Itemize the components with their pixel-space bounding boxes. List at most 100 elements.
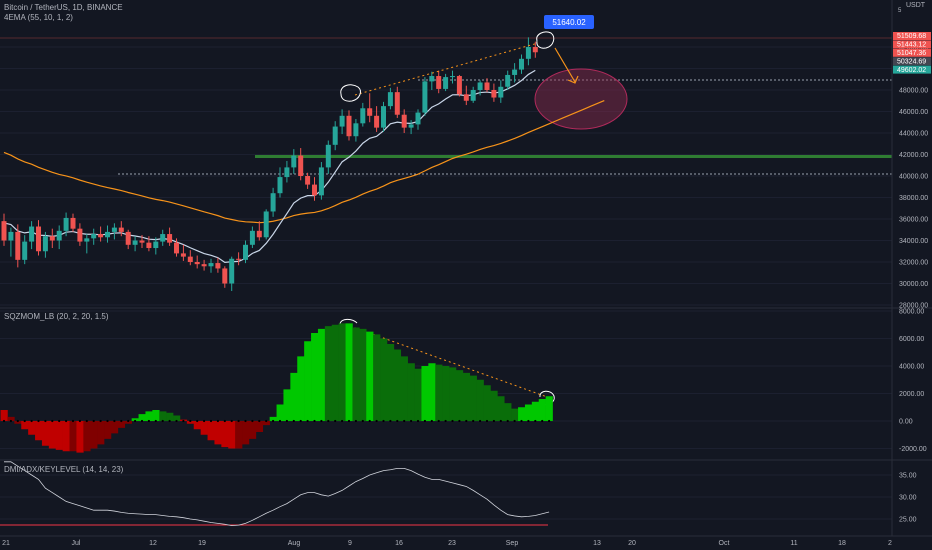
swing-high-circle-2[interactable]	[536, 31, 555, 49]
momentum-indicator-label[interactable]: SQZMOM_LB (20, 2, 20, 1.5)	[4, 312, 109, 321]
squeeze-dot	[161, 419, 164, 423]
candle-body[interactable]	[146, 242, 152, 249]
candle-body[interactable]	[139, 240, 145, 243]
price-callout[interactable]: 51640.02	[544, 15, 594, 29]
candle-body[interactable]	[291, 155, 297, 168]
candle-body[interactable]	[63, 217, 69, 231]
candle-body[interactable]	[8, 231, 14, 241]
candle-body[interactable]	[360, 108, 366, 124]
candle-body[interactable]	[118, 227, 124, 232]
price-trendline[interactable]	[354, 42, 539, 96]
candle-body[interactable]	[298, 155, 304, 176]
candle-body[interactable]	[15, 231, 21, 260]
candle-body[interactable]	[422, 81, 428, 113]
candle-body[interactable]	[42, 236, 48, 252]
squeeze-dot	[299, 419, 302, 423]
candle-body[interactable]	[367, 108, 373, 116]
candle-body[interactable]	[84, 238, 90, 242]
candle-body[interactable]	[339, 115, 345, 127]
candle-body[interactable]	[49, 236, 55, 241]
ema-indicator-label[interactable]: 4EMA (55, 10, 1, 2)	[4, 13, 73, 22]
candle-body[interactable]	[381, 106, 386, 128]
candle-body[interactable]	[325, 144, 331, 168]
candle-body[interactable]	[429, 76, 435, 82]
candle-body[interactable]	[132, 240, 138, 245]
candle-body[interactable]	[263, 211, 269, 238]
candle-body[interactable]	[208, 263, 214, 267]
candle-body[interactable]	[408, 124, 414, 128]
candle-body[interactable]	[519, 58, 524, 70]
candle-body[interactable]	[222, 268, 228, 284]
support-zone-band[interactable]	[255, 155, 892, 158]
candle-body[interactable]	[56, 230, 62, 241]
candle-body[interactable]	[525, 47, 531, 59]
down-arrow-shaft[interactable]	[554, 47, 576, 83]
symbol-title[interactable]: Bitcoin / TetherUS, 1D, BINANCE	[4, 3, 123, 12]
candle-body[interactable]	[194, 262, 200, 265]
candle-body[interactable]	[270, 193, 276, 212]
candle-body[interactable]	[374, 115, 380, 128]
candle-body[interactable]	[111, 227, 117, 232]
candle-body[interactable]	[284, 167, 290, 178]
candle-body[interactable]	[318, 167, 324, 196]
candle-body[interactable]	[174, 242, 179, 254]
currency-label[interactable]: USDT	[906, 2, 926, 9]
candle-body[interactable]	[436, 76, 442, 89]
candle-body[interactable]	[153, 241, 159, 249]
candle-body[interactable]	[477, 82, 483, 90]
candle-body[interactable]	[443, 77, 449, 89]
candle-body[interactable]	[346, 115, 352, 137]
candle-body[interactable]	[353, 123, 359, 137]
candle-body[interactable]	[125, 231, 131, 245]
candle-body[interactable]	[22, 241, 28, 260]
candle-body[interactable]	[305, 176, 311, 185]
swing-high-circle-1[interactable]	[340, 84, 361, 102]
candle-body[interactable]	[415, 112, 421, 125]
candle-body[interactable]	[77, 228, 83, 242]
candle-body[interactable]	[491, 90, 497, 98]
candle-body[interactable]	[229, 258, 235, 284]
candle-body[interactable]	[401, 114, 407, 128]
candle-body[interactable]	[215, 263, 221, 269]
candle-body[interactable]	[160, 234, 166, 242]
candle-body[interactable]	[167, 234, 173, 243]
candle-body[interactable]	[470, 90, 476, 101]
candle-body[interactable]	[256, 230, 262, 238]
candle-body[interactable]	[36, 226, 41, 252]
candle-body[interactable]	[512, 69, 518, 75]
candle-body[interactable]	[450, 76, 455, 78]
candle-body[interactable]	[332, 126, 338, 145]
candle-body[interactable]	[249, 230, 255, 245]
date-tick-label: 18	[838, 540, 846, 547]
candle-body[interactable]	[70, 217, 76, 229]
dmi-indicator-label[interactable]: DMI/ADX/KEYLEVEL (14, 14, 23)	[4, 465, 124, 474]
candle-body[interactable]	[29, 226, 35, 242]
momentum-bar	[497, 396, 505, 421]
target-ellipse[interactable]	[534, 68, 628, 130]
candle-body[interactable]	[456, 76, 462, 95]
momentum-trendline[interactable]	[349, 325, 551, 399]
candle-body[interactable]	[312, 184, 317, 196]
candle-body[interactable]	[498, 86, 504, 98]
candle-body[interactable]	[91, 234, 97, 239]
candle-body[interactable]	[243, 244, 248, 260]
candle-body[interactable]	[180, 253, 186, 257]
candle-body[interactable]	[187, 256, 193, 262]
candle-body[interactable]	[236, 258, 242, 260]
candle-body[interactable]	[98, 234, 104, 238]
candle-body[interactable]	[394, 92, 400, 115]
candle-body[interactable]	[201, 264, 207, 267]
candle-body[interactable]	[387, 92, 393, 107]
candle-body[interactable]	[505, 74, 511, 87]
price-tick-label: 40000.00	[899, 174, 928, 181]
squeeze-dot	[189, 419, 192, 423]
candle-body[interactable]	[463, 94, 469, 101]
candle-body[interactable]	[277, 177, 283, 194]
momentum-high-mark[interactable]	[339, 318, 358, 325]
x-axis-labels[interactable]: 21 Jul 12 19 Aug 9 16 23 Sep 13 20 Oct 11 18 2	[2, 540, 892, 547]
candle-body[interactable]	[484, 82, 490, 90]
candle-body[interactable]	[105, 231, 110, 238]
candle-body[interactable]	[1, 221, 7, 241]
candle-body[interactable]	[532, 47, 538, 53]
